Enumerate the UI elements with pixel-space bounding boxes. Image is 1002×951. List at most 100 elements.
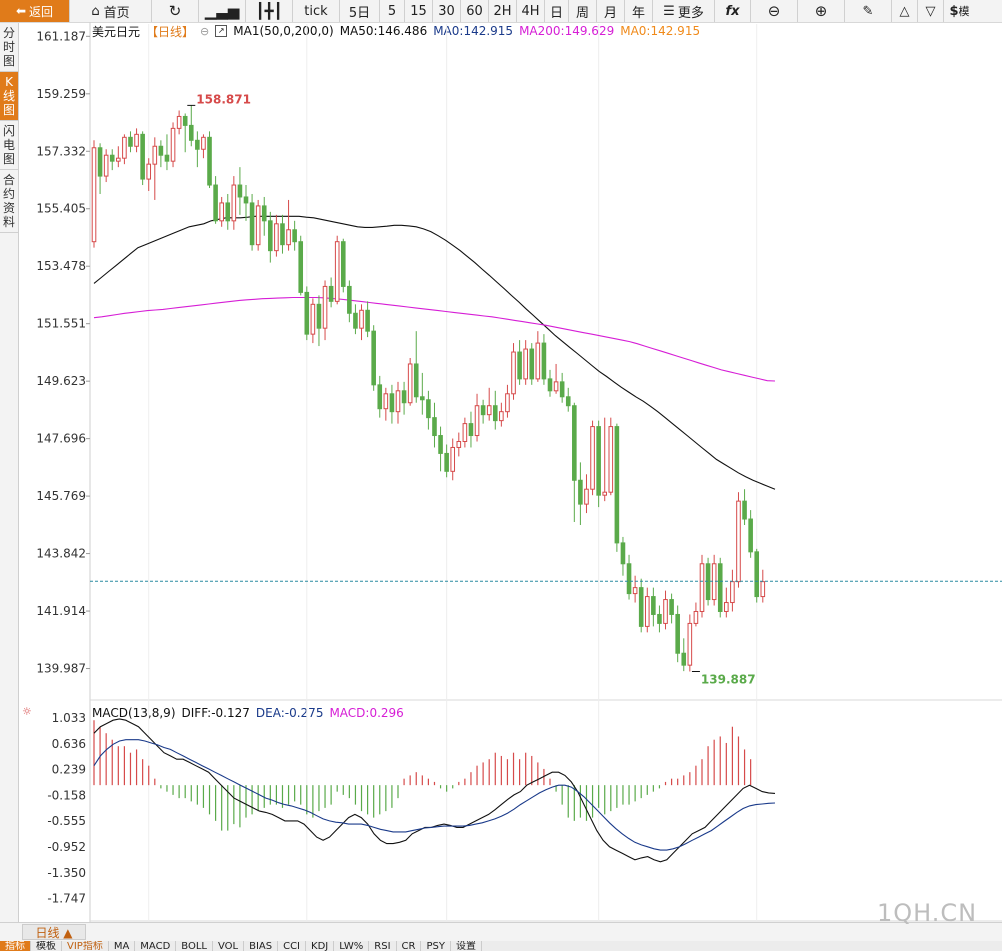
candle-body[interactable] xyxy=(255,205,261,246)
candle-body[interactable] xyxy=(261,205,267,222)
candle-body[interactable] xyxy=(91,147,97,243)
candle-body[interactable] xyxy=(249,202,255,246)
indicator-tab-3[interactable]: MA xyxy=(109,941,136,951)
candle-body[interactable] xyxy=(559,381,565,398)
candle-body[interactable] xyxy=(651,596,656,615)
candle-body[interactable] xyxy=(237,184,243,198)
arrow-up-button[interactable]: △ xyxy=(892,0,918,22)
side-tab-0[interactable]: 分时图 xyxy=(0,23,18,72)
side-tab-3[interactable]: 合约资料 xyxy=(0,170,18,233)
indicator-tab-0[interactable]: 指标 xyxy=(0,941,31,951)
candle-body[interactable] xyxy=(742,500,747,520)
candle-body[interactable] xyxy=(231,184,237,222)
candle-body[interactable] xyxy=(590,426,595,490)
candle-body[interactable] xyxy=(152,145,158,165)
candle-body[interactable] xyxy=(462,423,468,443)
candle-body[interactable] xyxy=(353,312,358,329)
refresh-button[interactable]: ↻ xyxy=(152,0,199,22)
period-button-2[interactable]: 15 xyxy=(405,0,433,22)
side-tab-1[interactable]: K线图 xyxy=(0,72,18,121)
price-chart[interactable]: 161.187 159.259 157.332 155.405 153.478 151.5… xyxy=(0,22,1002,922)
macd-settings-icon[interactable]: ☼ xyxy=(22,705,32,718)
indicator-tab-2[interactable]: VIP指标 xyxy=(62,941,109,951)
candle-body[interactable] xyxy=(225,202,231,222)
candle-body[interactable] xyxy=(578,479,583,505)
candle-type-button[interactable]: ┃╋┃ xyxy=(246,0,293,22)
period-button-1[interactable]: 5 xyxy=(380,0,405,22)
candle-body[interactable] xyxy=(286,229,291,246)
candle-body[interactable] xyxy=(492,405,498,422)
indicator-tab-7[interactable]: BIAS xyxy=(244,941,279,951)
candle-body[interactable] xyxy=(699,563,705,612)
candle-body[interactable] xyxy=(128,136,133,147)
candle-body[interactable] xyxy=(505,393,510,413)
candle-body[interactable] xyxy=(620,542,626,565)
period-button-10[interactable]: 年 xyxy=(625,0,653,22)
candle-body[interactable] xyxy=(407,363,413,404)
period-button-5[interactable]: 2H xyxy=(489,0,517,22)
candle-body[interactable] xyxy=(638,587,644,627)
candle-body[interactable] xyxy=(608,426,614,493)
candle-body[interactable] xyxy=(316,303,322,329)
indicator-tab-11[interactable]: RSI xyxy=(369,941,397,951)
candle-body[interactable] xyxy=(669,599,674,615)
currency-button[interactable]: $ 模 xyxy=(944,0,975,22)
candle-body[interactable] xyxy=(176,115,182,129)
indicator-tab-12[interactable]: CR xyxy=(397,941,422,951)
candle-body[interactable] xyxy=(298,241,304,293)
candle-body[interactable] xyxy=(371,330,376,386)
candle-body[interactable] xyxy=(687,622,693,666)
period-button-7[interactable]: 日 xyxy=(545,0,569,22)
candle-body[interactable] xyxy=(626,563,632,595)
candle-body[interactable] xyxy=(413,363,419,398)
candle-body[interactable] xyxy=(584,488,589,505)
indicator-tab-10[interactable]: LW% xyxy=(334,941,370,951)
indicator-tab-6[interactable]: VOL xyxy=(213,941,245,951)
candle-body[interactable] xyxy=(450,446,456,472)
candle-body[interactable] xyxy=(499,411,504,422)
candle-body[interactable] xyxy=(347,285,352,314)
candle-body[interactable] xyxy=(511,351,516,395)
candle-body[interactable] xyxy=(188,124,194,141)
candle-body[interactable] xyxy=(292,229,297,243)
candle-body[interactable] xyxy=(657,613,662,624)
candle-body[interactable] xyxy=(553,381,559,392)
candle-body[interactable] xyxy=(201,136,206,150)
back-button[interactable]: ⬅ 返回 xyxy=(0,0,70,22)
candle-body[interactable] xyxy=(103,154,109,177)
indicator-tab-4[interactable]: MACD xyxy=(135,941,177,951)
candle-body[interactable] xyxy=(219,202,224,222)
candle-body[interactable] xyxy=(693,610,699,624)
candle-body[interactable] xyxy=(644,596,650,627)
candle-body[interactable] xyxy=(420,396,425,401)
candle-body[interactable] xyxy=(109,154,115,162)
candle-body[interactable] xyxy=(268,220,273,252)
candle-body[interactable] xyxy=(334,241,340,302)
period-select[interactable]: 日线 ▲ xyxy=(22,924,86,940)
home-button[interactable]: ⌂ 首页 xyxy=(70,0,152,22)
candle-body[interactable] xyxy=(614,426,620,544)
candle-body[interactable] xyxy=(541,342,547,380)
candle-body[interactable] xyxy=(480,405,486,416)
candle-body[interactable] xyxy=(444,452,449,472)
candle-body[interactable] xyxy=(565,396,571,407)
candle-body[interactable] xyxy=(207,136,212,186)
candle-body[interactable] xyxy=(182,115,188,126)
candle-body[interactable] xyxy=(572,405,577,481)
candle-body[interactable] xyxy=(322,285,328,329)
period-button-8[interactable]: 周 xyxy=(569,0,597,22)
candle-body[interactable] xyxy=(547,378,553,392)
candle-body[interactable] xyxy=(365,309,370,332)
candle-body[interactable] xyxy=(724,602,729,612)
settings-icon[interactable]: ⊖ xyxy=(200,24,210,38)
candle-body[interactable] xyxy=(432,417,437,437)
candle-body[interactable] xyxy=(468,423,474,437)
candle-body[interactable] xyxy=(389,393,395,413)
candle-body[interactable] xyxy=(754,551,760,598)
indicator-tab-8[interactable]: CCI xyxy=(278,941,307,951)
candle-body[interactable] xyxy=(328,285,334,302)
candle-body[interactable] xyxy=(164,154,170,162)
candle-body[interactable] xyxy=(377,384,383,410)
period-button-0[interactable]: 5日 xyxy=(340,0,380,22)
candle-body[interactable] xyxy=(456,441,462,448)
